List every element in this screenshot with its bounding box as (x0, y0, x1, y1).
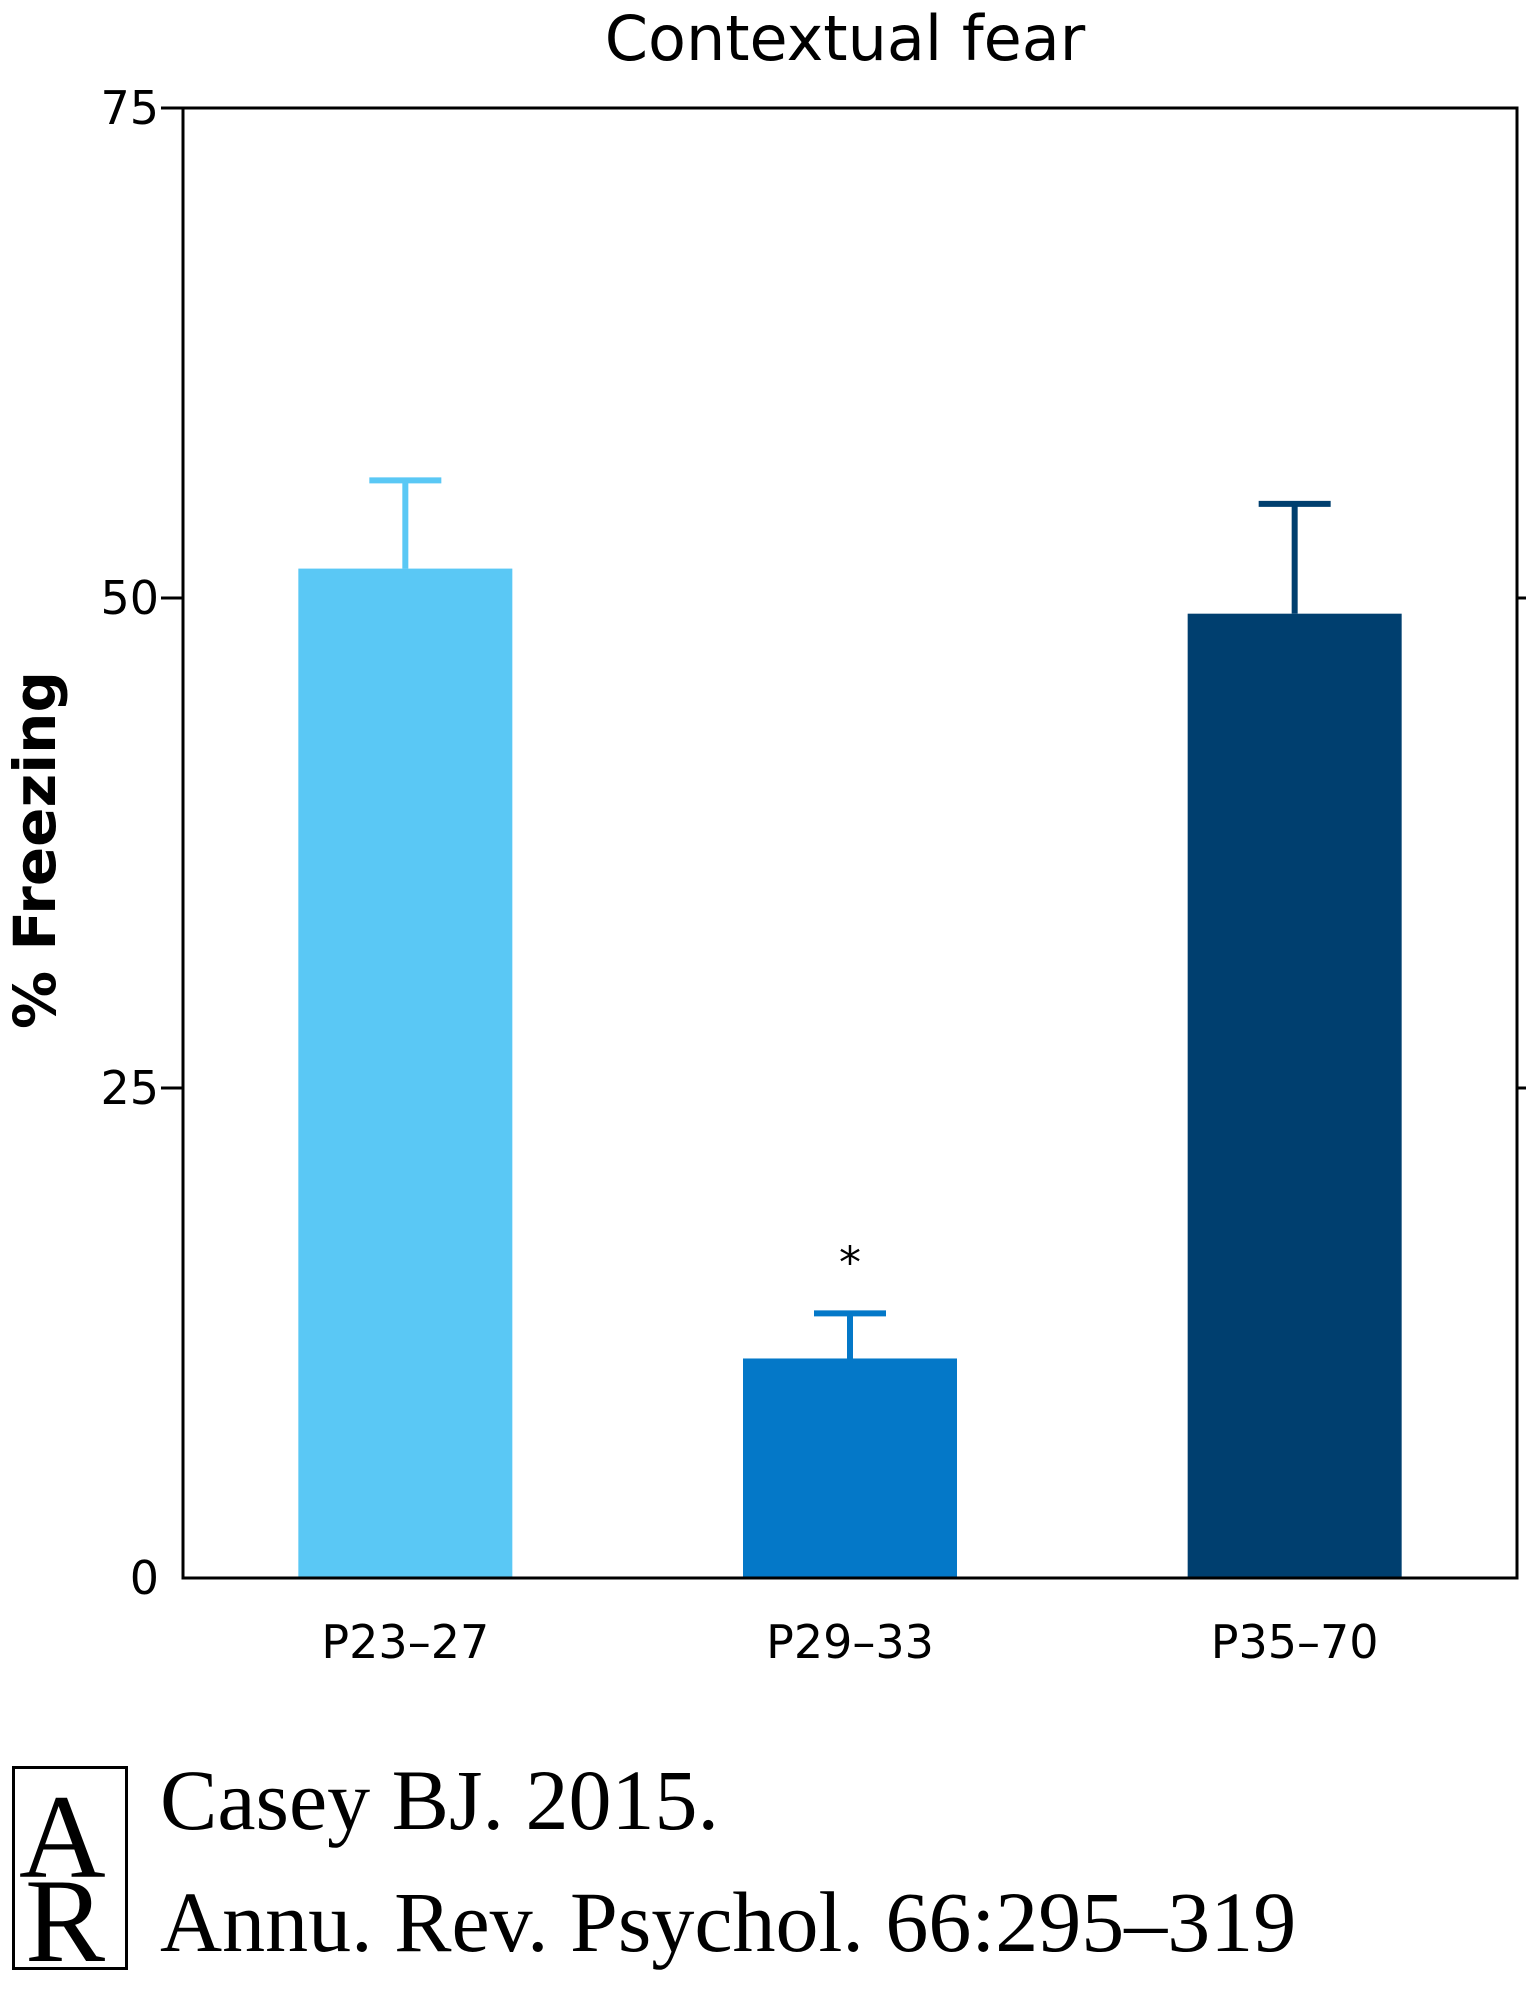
y-tick-label: 25 (100, 1061, 159, 1115)
y-axis-label: % Freezing (1, 671, 69, 1029)
svg-text:R: R (25, 1854, 105, 1967)
bar (743, 1358, 957, 1578)
citation-author: Casey BJ. 2015. (160, 1752, 719, 1848)
plot-area: 0 25 50 75 P23–27 P29–33 * P35–70 (100, 81, 1526, 1669)
bar (298, 568, 513, 1578)
significance-marker: * (839, 1237, 861, 1288)
svg-text:A: A (19, 1770, 106, 1903)
plot-frame (181, 106, 1519, 1580)
x-tick-label: P29–33 (766, 1615, 934, 1669)
y-tick-label: 0 (130, 1551, 159, 1605)
chart-title: Contextual fear (605, 2, 1086, 75)
bar (1187, 613, 1402, 1578)
x-tick-label: P23–27 (321, 1615, 489, 1669)
citation-journal: Annu. Rev. Psychol. 66:295–319 (160, 1874, 1297, 1970)
y-tick-label: 50 (100, 571, 159, 625)
x-tick-label: P35–70 (1211, 1615, 1379, 1669)
annual-reviews-logo: A R (12, 1766, 128, 1970)
y-tick-label: 75 (100, 81, 159, 135)
